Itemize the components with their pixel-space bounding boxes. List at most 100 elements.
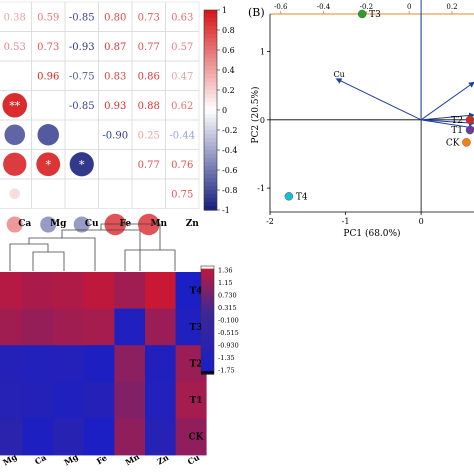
loading-arrow (421, 119, 474, 126)
heatmap-colorbar-segment (201, 301, 214, 305)
colorbar-tick-label: -0.6 (222, 166, 237, 175)
colorbar-segment (204, 18, 217, 23)
colorbar-segment (204, 58, 217, 63)
x-axis-title: PC1 (68.0%) (343, 228, 400, 239)
correlation-value-label: 0.38 (4, 12, 26, 23)
colorbar-segment (204, 182, 217, 187)
colorbar-segment (204, 102, 217, 107)
heatmap-colorbar-label: -1.35 (218, 354, 235, 362)
heatmap-colorbar-segment (201, 365, 214, 370)
colorbar-segment (204, 158, 217, 163)
colorbar-segment (204, 114, 217, 119)
heatmap-colorbar-segment (201, 282, 214, 286)
heatmap-colorbar-segment (201, 274, 214, 278)
matrix-cell (64, 178, 99, 209)
colorbar-segment (204, 142, 217, 147)
heatmap-cell (145, 272, 176, 309)
heatmap-cell (53, 272, 85, 309)
correlation-value-label: -0.90 (102, 130, 128, 141)
top-axis-tick-label: -0.6 (274, 3, 288, 11)
correlation-value-label: 0.73 (37, 42, 59, 53)
heatmap-cell (22, 272, 54, 309)
colorbar-segment (204, 170, 217, 175)
correlation-value-label: 0.63 (171, 12, 193, 23)
heatmap-colorbar-segment (201, 287, 214, 291)
colorbar-segment (204, 26, 217, 31)
heatmap-colorbar-segment (201, 347, 214, 351)
correlation-value-label: 0.77 (138, 42, 160, 53)
colorbar-segment (204, 106, 217, 111)
heatmap-row-label: T2 (190, 360, 203, 370)
heatmap-cell (53, 345, 85, 383)
colorbar-segment (204, 94, 217, 99)
heatmap-colorbar-segment (201, 325, 214, 329)
heatmap-column-label: Fe (95, 452, 109, 466)
heatmap-colorbar-segment (201, 309, 214, 313)
heatmap-colorbar-segment (201, 276, 214, 281)
correlation-value-label: 0.83 (104, 71, 126, 82)
correlation-circle (9, 188, 21, 200)
y-axis-tick-label: -1 (257, 184, 265, 193)
matrix-column-label: Zn (186, 219, 200, 229)
colorbar-segment (204, 42, 217, 47)
heatmap-colorbar-segment (201, 357, 214, 362)
heatmap-cell (0, 308, 23, 346)
heatmap-colorbar-segment (201, 344, 214, 348)
pca-biplot-panel: (B) -0.6 -0.4 -0.2 0 0.2 -2 -1 0 1 0 -1 PC1 (68.0%) P… (248, 0, 474, 239)
pca-point-label: T2 (451, 116, 463, 126)
heatmap-colorbar-label: 1.36 (218, 267, 232, 275)
heatmap-cell (0, 272, 23, 309)
heatmap-colorbar-segment (201, 328, 214, 332)
x-axis-tick-label: -1 (342, 217, 350, 226)
colorbar-segment (204, 78, 217, 83)
heatmap-cell (114, 308, 146, 346)
correlation-value-label: -0.93 (69, 42, 95, 53)
correlation-matrix-panel: 0.38 0.59 -0.85 0.80 0.73 0.63 0.53 0.73 -0.93 0.… (0, 1, 200, 236)
matrix-cell (98, 149, 133, 180)
heatmap-cell (22, 381, 54, 419)
significance-label: ** (9, 99, 21, 112)
heatmap-cell (83, 345, 115, 383)
x-axis-tick-label: 0 (419, 217, 424, 226)
heatmap-colorbar-segment (201, 317, 214, 321)
heatmap-row-label: T1 (190, 396, 203, 406)
significance-label: * (46, 158, 52, 171)
colorbar-segment (204, 22, 217, 27)
colorbar-segment (204, 38, 217, 43)
loading-label: Cu (333, 70, 344, 79)
heatmap-cell (114, 381, 146, 419)
colorbar-segment (204, 206, 217, 211)
colorbar-segment (204, 134, 217, 139)
top-axis-tick-label: -0.4 (317, 3, 331, 11)
correlation-value-label: 0.77 (138, 160, 160, 171)
colorbar-segment (204, 30, 217, 35)
heatmap-cell (0, 418, 23, 456)
correlation-value-label: 0.93 (104, 101, 126, 112)
heatmap-cell (53, 308, 85, 346)
correlation-value-label: 0.25 (138, 130, 160, 141)
heatmap-colorbar-segment (201, 271, 214, 275)
heatmap-cell (83, 381, 115, 419)
pca-point-label: CK (446, 138, 460, 148)
pca-point (462, 138, 471, 147)
significance-label: * (79, 158, 85, 171)
correlation-value-label: 0.86 (138, 71, 160, 82)
correlation-value-label: -0.44 (169, 130, 195, 141)
colorbar-segment (204, 86, 217, 91)
column-dendrogram (9, 223, 176, 271)
matrix-column-label: Cu (85, 219, 99, 229)
correlation-circle (73, 216, 90, 233)
correlation-circle (36, 152, 61, 177)
correlation-value-label: 0.87 (104, 42, 126, 53)
colorbar-segment (204, 62, 217, 67)
colorbar-tick-label: 0.4 (222, 66, 235, 75)
colorbar-segment (204, 198, 217, 203)
pca-point (284, 192, 294, 201)
pca-point-label: T1 (451, 126, 463, 136)
colorbar-segment (204, 202, 217, 207)
colorbar-segment (204, 126, 217, 131)
y-axis-title: PC2 (20.5%) (250, 86, 261, 143)
heatmap-colorbar-segment (201, 355, 214, 359)
colorbar-segment (204, 66, 217, 71)
